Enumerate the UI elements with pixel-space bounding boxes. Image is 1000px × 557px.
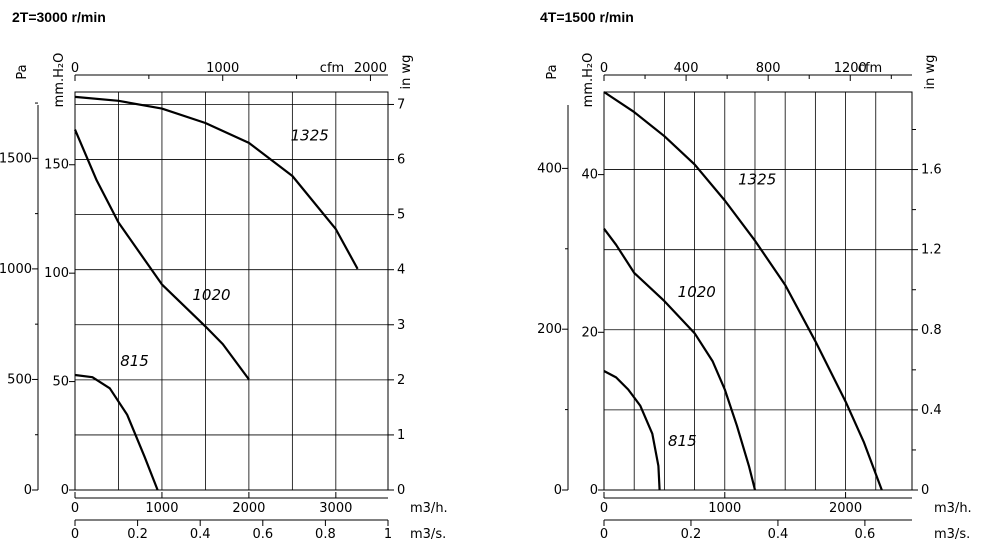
curve-label-815: 815 [120, 352, 149, 370]
inwg-tick-label: 2 [397, 373, 405, 388]
fan-curve-815 [74, 373, 159, 491]
inwg-unit: in wg [399, 55, 414, 90]
m3s-unit: m3/s. [934, 527, 970, 542]
fan-curve-1020 [603, 228, 757, 491]
inwg-tick-label: 3 [397, 318, 405, 333]
m3s-tick-label: 1 [384, 527, 392, 542]
mmh2o-tick-label: 100 [44, 266, 69, 281]
inwg-tick-label: 1.6 [921, 163, 942, 178]
pa-tick-label: 1000 [0, 262, 32, 277]
m3h-unit: m3/h. [934, 501, 972, 516]
pa-tick-label: 200 [537, 322, 562, 337]
cfm-unit: cfm [320, 61, 344, 76]
fan-curve-815 [603, 370, 661, 491]
cfm-tick-label: 1200 [834, 61, 867, 76]
plot-frame [603, 91, 913, 491]
cfm-tick-label: 0 [71, 61, 79, 76]
m3h-tick-label: 1000 [145, 501, 178, 516]
cfm-unit: cfm [858, 61, 882, 76]
plot-frame [74, 91, 389, 491]
curve-label-815: 815 [668, 432, 697, 450]
chart-title-4t: 4T=1500 r/min [540, 9, 634, 25]
curve-label-1020: 1020 [678, 283, 716, 301]
inwg-tick-label: 5 [397, 208, 405, 223]
inwg-tick-label: 0 [921, 483, 929, 498]
m3s-tick-label: 0.4 [190, 527, 211, 542]
mmh2o-tick-label: 0 [590, 483, 598, 498]
m3h-tick-label: 2000 [232, 501, 265, 516]
mmh2o-tick-label: 20 [581, 325, 598, 340]
inwg-tick-label: 1.2 [921, 243, 942, 258]
inwg-tick-label: 0.4 [921, 403, 942, 418]
cfm-tick-label: 1000 [206, 61, 239, 76]
m3h-unit: m3/h. [410, 501, 448, 516]
m3s-tick-label: 0.2 [681, 527, 702, 542]
mmh2o-tick-label: 0 [61, 483, 69, 498]
inwg-tick-label: 0 [397, 483, 405, 498]
mmh2o-tick-label: 50 [52, 375, 69, 390]
m3h-tick-label: 0 [600, 501, 608, 516]
pa-unit: Pa [15, 64, 30, 79]
curve-label-1325: 1325 [738, 170, 776, 188]
m3s-tick-label: 0 [600, 527, 608, 542]
mmh2o-unit: mm.H₂O [581, 53, 596, 108]
m3s-unit: m3/s. [410, 527, 446, 542]
m3h-tick-label: 3000 [319, 501, 352, 516]
inwg-tick-label: 6 [397, 153, 405, 168]
pa-tick-label: 500 [7, 372, 32, 387]
pa-tick-label: 0 [554, 483, 562, 498]
curve-label-1020: 1020 [192, 286, 230, 304]
m3h-tick-label: 2000 [829, 501, 862, 516]
pa-unit: Pa [545, 64, 560, 79]
curve-label-1325: 1325 [291, 127, 329, 145]
pa-tick-label: 0 [24, 483, 32, 498]
m3s-tick-label: 0 [71, 527, 79, 542]
cfm-tick-label: 2000 [354, 61, 387, 76]
cfm-tick-label: 800 [756, 61, 781, 76]
pa-tick-label: 1500 [0, 151, 32, 166]
m3h-tick-label: 0 [71, 501, 79, 516]
m3s-tick-label: 0.4 [768, 527, 789, 542]
fan-curve-1325 [603, 91, 883, 491]
fan-curve-1020 [73, 129, 250, 381]
inwg-unit: in wg [923, 55, 938, 90]
m3s-tick-label: 0.8 [315, 527, 336, 542]
chart-title-2t: 2T=3000 r/min [12, 9, 106, 25]
pa-tick-label: 400 [537, 161, 562, 176]
m3h-tick-label: 1000 [708, 501, 741, 516]
mmh2o-unit: mm.H₂O [52, 53, 67, 108]
mmh2o-tick-label: 150 [44, 158, 69, 173]
m3s-tick-label: 0.6 [855, 527, 876, 542]
cfm-tick-label: 400 [674, 61, 699, 76]
m3s-tick-label: 0.6 [252, 527, 273, 542]
mmh2o-tick-label: 40 [581, 168, 598, 183]
inwg-tick-label: 4 [397, 263, 405, 278]
fan-curve-1325 [74, 95, 359, 270]
m3s-tick-label: 0.2 [127, 527, 148, 542]
inwg-tick-label: 7 [397, 97, 405, 112]
cfm-tick-label: 0 [600, 61, 608, 76]
inwg-tick-label: 1 [397, 428, 405, 443]
inwg-tick-label: 0.8 [921, 323, 942, 338]
